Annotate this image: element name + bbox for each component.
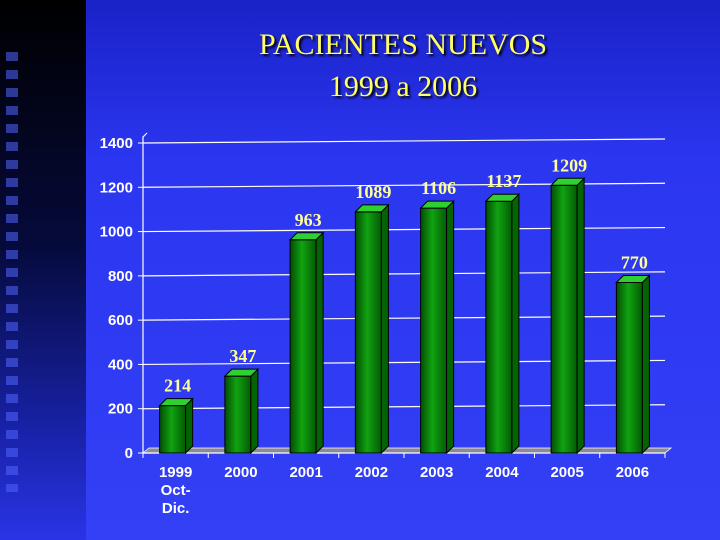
bar [223, 367, 260, 455]
bars-group [158, 177, 651, 455]
gridline [142, 138, 666, 144]
y-tick-label: 0 [125, 445, 133, 462]
data-label: 347 [229, 346, 256, 366]
y-tick-label: 1400 [100, 135, 133, 152]
data-label: 1106 [421, 178, 456, 198]
left-decorative-strip [0, 0, 86, 540]
bar [615, 274, 651, 455]
y-tick-label: 600 [108, 312, 133, 329]
gridline [142, 359, 666, 366]
data-label: 963 [295, 210, 322, 230]
y-tick-label: 1000 [100, 224, 133, 241]
bar-top [288, 232, 325, 241]
bar-front [420, 207, 448, 454]
y-tick-label: 1200 [100, 179, 133, 196]
bar-top [223, 368, 260, 377]
data-label: 770 [621, 253, 648, 273]
bar [549, 177, 586, 455]
y-tick-label: 400 [108, 356, 133, 373]
x-tick-label: 1999 [159, 464, 192, 481]
bar [419, 199, 455, 455]
title-line-1: PACIENTES NUEVOS [258, 28, 548, 61]
bar-side [511, 193, 520, 455]
gridline [142, 182, 666, 188]
y-axis-line [142, 132, 148, 453]
gridline [142, 271, 666, 277]
x-tick-label: 2002 [355, 464, 388, 481]
x-tick-label: 2000 [224, 464, 257, 481]
bar-top [484, 193, 521, 202]
data-label: 1209 [551, 155, 587, 175]
data-label: 1137 [486, 171, 521, 191]
bar-front [615, 282, 643, 454]
slide-title: PACIENTES NUEVOS 1999 a 2006 [86, 24, 720, 108]
gridline [142, 404, 666, 410]
bar-side [446, 199, 455, 455]
gridline [142, 226, 666, 233]
y-tick-label: 800 [108, 268, 133, 285]
bar-front [159, 405, 187, 454]
x-tick-label: Oct- [161, 482, 191, 499]
bar-side [250, 367, 259, 455]
bar-front [550, 184, 578, 454]
bar [288, 231, 325, 455]
bar-top [158, 398, 194, 407]
x-tick-label: 2001 [289, 464, 322, 481]
x-tick-label: 2004 [485, 464, 519, 481]
bar-front [224, 375, 252, 454]
bar-top [354, 204, 390, 213]
x-tick-label: Dic. [162, 500, 190, 517]
bar-side [315, 231, 324, 455]
data-label: 1089 [355, 182, 391, 202]
bar-top [549, 177, 586, 186]
bar-front [289, 239, 317, 454]
x-tick-label: 2005 [550, 464, 583, 481]
x-tick-label: 2003 [420, 464, 453, 481]
data-label: 214 [164, 376, 191, 396]
bar-top [615, 275, 651, 283]
chart-floor [141, 447, 673, 454]
bar-side [185, 397, 194, 455]
gridline [142, 315, 666, 321]
dotted-bullet-column [6, 52, 18, 492]
y-tick-label: 200 [108, 401, 133, 418]
bar-side [576, 177, 585, 455]
bar [484, 193, 521, 455]
bar-top [419, 200, 455, 209]
plot-area [138, 132, 673, 458]
bar-side [380, 203, 389, 455]
title-line-2: 1999 a 2006 [328, 70, 478, 103]
bar-side [641, 274, 650, 455]
labels-group: 0 200 400 600 800 1000 1200 1400 214 1999Oct-Dic.… [100, 135, 649, 517]
x-tick-label: 2006 [616, 464, 649, 481]
bar-front [354, 211, 382, 454]
bar [354, 203, 390, 455]
bar [158, 397, 194, 455]
bar-front [485, 200, 513, 454]
